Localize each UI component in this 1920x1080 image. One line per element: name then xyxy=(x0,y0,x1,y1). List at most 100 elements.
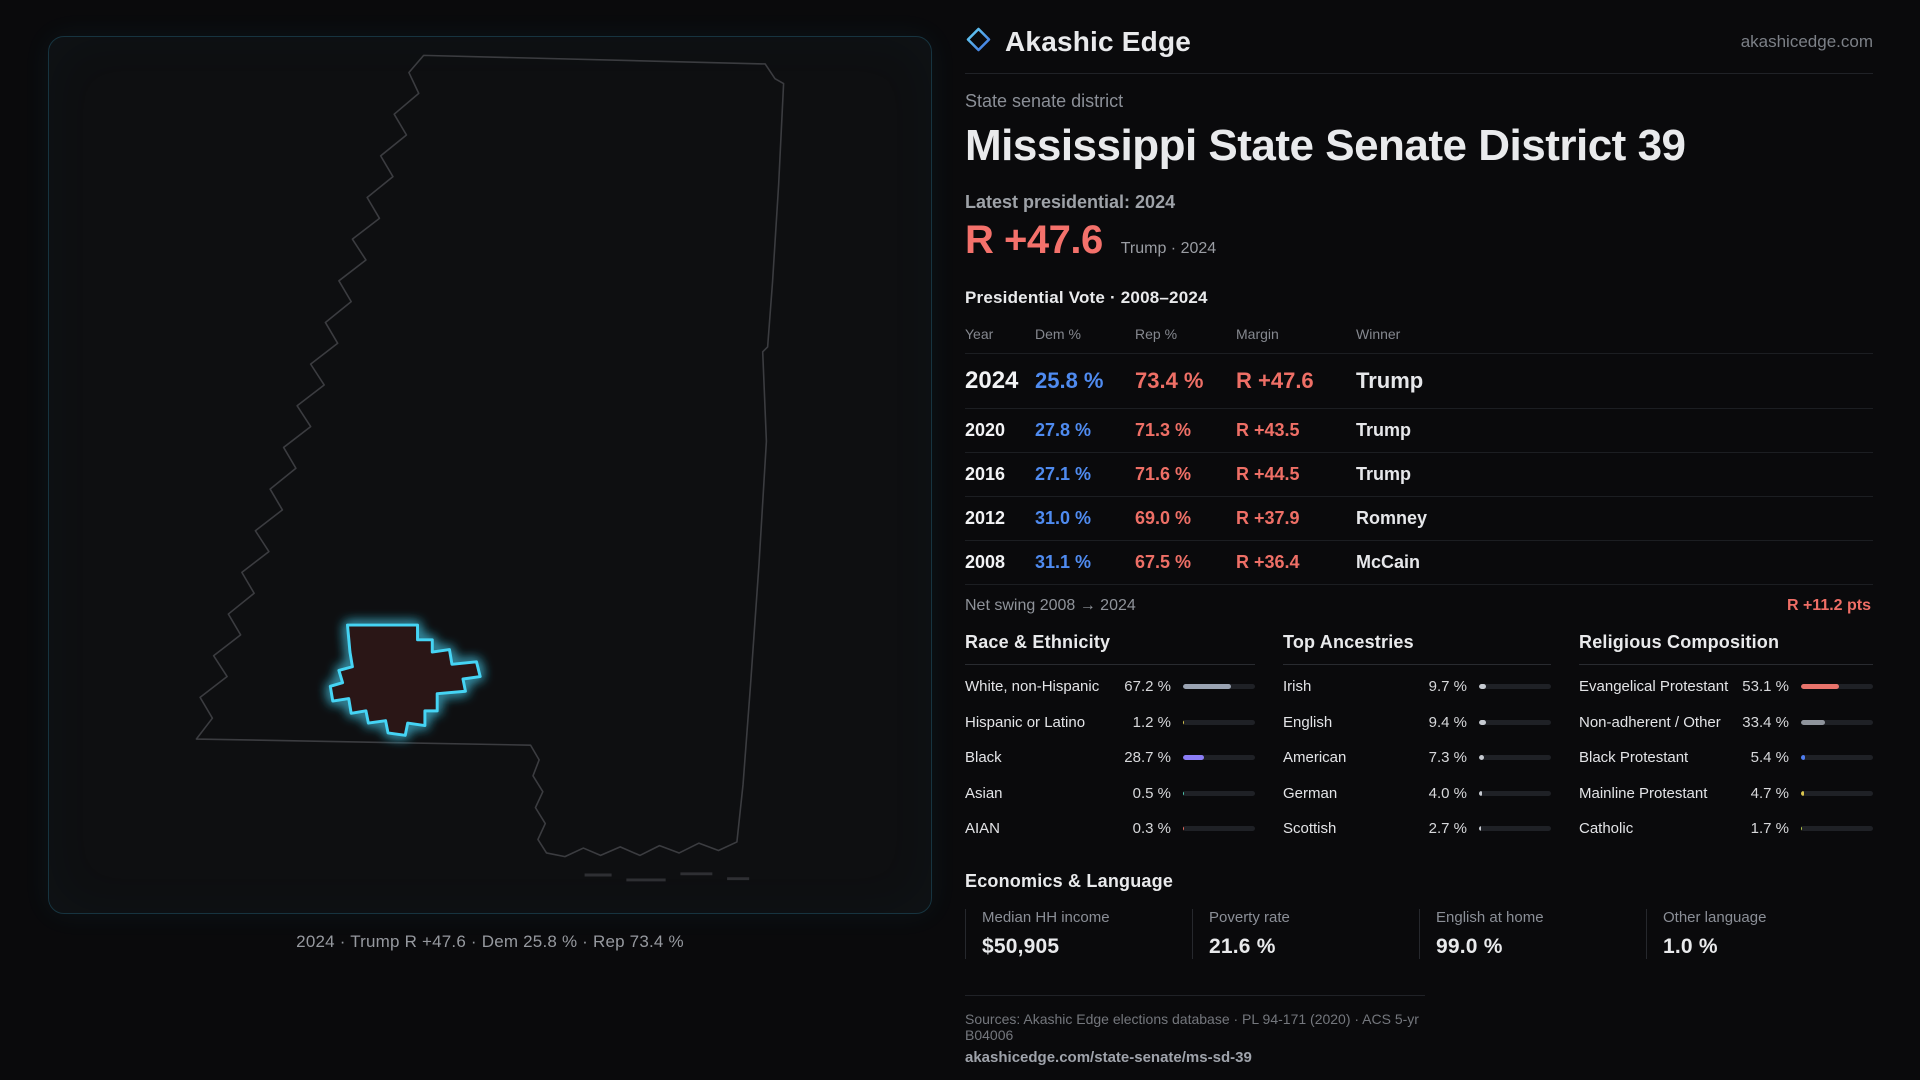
race-row: Asian 0.5 % xyxy=(965,776,1255,812)
net-swing-label: Net swing 2008 → 2024 xyxy=(965,597,1136,614)
stat-value: 21.6 % xyxy=(1209,934,1276,958)
mississippi-map xyxy=(195,54,785,882)
year-cell: 2008 xyxy=(965,552,1006,572)
race-value: 28.7 % xyxy=(1124,749,1171,767)
race-title: Race & Ethnicity xyxy=(965,632,1255,665)
col-winner: Winner xyxy=(1356,326,1401,342)
race-row: White, non-Hispanic 67.2 % xyxy=(965,669,1255,705)
permalink[interactable]: akashicedge.com/state-senate/ms-sd-39 xyxy=(965,1048,1252,1066)
religion-bar xyxy=(1801,684,1873,690)
margin-cell: R +47.6 xyxy=(1236,368,1314,393)
religion-value: 53.1 % xyxy=(1742,678,1789,696)
ancestry-row: German 4.0 % xyxy=(1283,776,1551,812)
col-year: Year xyxy=(965,326,994,342)
rep-cell: 67.5 % xyxy=(1135,552,1192,572)
race-bar xyxy=(1183,755,1255,761)
rep-cell: 73.4 % xyxy=(1135,368,1204,393)
vote-row-2024: 2024 25.8 % 73.4 % R +47.6 Trump xyxy=(965,354,1873,409)
religion-value: 4.7 % xyxy=(1750,784,1789,802)
brand-domain-link[interactable]: akashicedge.com xyxy=(1740,32,1873,51)
winner-cell: Trump xyxy=(1356,420,1412,440)
margin-cell: R +43.5 xyxy=(1236,420,1300,440)
religion-value: 33.4 % xyxy=(1742,713,1789,731)
race-label: White, non-Hispanic xyxy=(965,678,1100,695)
religion-bar xyxy=(1801,826,1873,832)
race-value: 0.3 % xyxy=(1132,820,1171,838)
ancestry-value: 7.3 % xyxy=(1428,749,1467,767)
year-cell: 2012 xyxy=(965,508,1006,528)
ancestry-value: 9.7 % xyxy=(1428,678,1467,696)
religion-row: Mainline Protestant 4.7 % xyxy=(1579,776,1873,812)
stat-label: Poverty rate xyxy=(1209,908,1290,926)
net-swing-value: R +11.2 pts xyxy=(1786,597,1871,614)
economics-stats: Median HH income $50,905 Poverty rate 21… xyxy=(965,908,1873,959)
col-dem: Dem % xyxy=(1035,326,1081,342)
race-bar xyxy=(1183,826,1255,832)
report-content: Akashic Edge akashicedge.com State senat… xyxy=(965,26,1873,1066)
stat-label: Median HH income xyxy=(982,908,1110,926)
race-value: 0.5 % xyxy=(1132,784,1171,802)
religion-bar xyxy=(1801,719,1873,725)
winner-cell: Romney xyxy=(1356,508,1428,528)
race-value: 1.2 % xyxy=(1132,713,1171,731)
winner-cell: Trump xyxy=(1356,464,1412,484)
vote-row-2016: 2016 27.1 % 71.6 % R +44.5 Trump xyxy=(965,453,1873,497)
stat-english-at-home: English at home 99.0 % xyxy=(1419,908,1646,959)
religion-title: Religious Composition xyxy=(1579,632,1873,665)
religion-value: 1.7 % xyxy=(1750,820,1789,838)
headline-margin-context: Trump · 2024 xyxy=(1120,240,1217,257)
map-section: 2024 · Trump R +47.6 · Dem 25.8 % · Rep … xyxy=(48,36,932,952)
year-cell: 2016 xyxy=(965,464,1006,484)
religion-row: Black Protestant 5.4 % xyxy=(1579,740,1873,776)
col-rep: Rep % xyxy=(1135,326,1178,342)
ancestry-row: English 9.4 % xyxy=(1283,705,1551,741)
race-row: AIAN 0.3 % xyxy=(965,811,1255,847)
stat-value: $50,905 xyxy=(982,934,1060,958)
ancestry-value: 9.4 % xyxy=(1428,713,1467,731)
vote-table: Year Dem % Rep % Margin Winner 2024 25.8… xyxy=(965,320,1873,628)
page-title: Mississippi State Senate District 39 xyxy=(965,121,1686,170)
latest-presidential-label: Latest presidential: 2024 xyxy=(965,192,1176,212)
race-row: Black 28.7 % xyxy=(965,740,1255,776)
vote-row-2008: 2008 31.1 % 67.5 % R +36.4 McCain xyxy=(965,541,1873,585)
brand-name: Akashic Edge xyxy=(1005,26,1192,57)
year-cell: 2024 xyxy=(965,367,1019,394)
year-cell: 2020 xyxy=(965,420,1006,440)
demographics-section: Race & Ethnicity White, non-Hispanic 67.… xyxy=(965,632,1873,847)
dem-cell: 25.8 % xyxy=(1035,368,1104,393)
rep-cell: 71.3 % xyxy=(1135,420,1192,440)
religion-row: Catholic 1.7 % xyxy=(1579,811,1873,847)
margin-cell: R +44.5 xyxy=(1236,464,1300,484)
religion-value: 5.4 % xyxy=(1750,749,1789,767)
religion-column: Religious Composition Evangelical Protes… xyxy=(1579,632,1873,847)
ancestries-column: Top Ancestries Irish 9.7 % English 9.4 %… xyxy=(1283,632,1551,847)
vote-row-2020: 2020 27.8 % 71.3 % R +43.5 Trump xyxy=(965,409,1873,453)
headline-margin-value: R +47.6 xyxy=(965,218,1103,262)
religion-row: Evangelical Protestant 53.1 % xyxy=(1579,669,1873,705)
district-shape[interactable] xyxy=(328,623,482,737)
dem-cell: 27.1 % xyxy=(1035,464,1092,484)
ancestries-title: Top Ancestries xyxy=(1283,632,1551,665)
race-ethnicity-column: Race & Ethnicity White, non-Hispanic 67.… xyxy=(965,632,1255,847)
religion-label: Non-adherent / Other xyxy=(1579,713,1721,731)
diamond-logo-icon xyxy=(965,26,992,58)
ancestry-value: 2.7 % xyxy=(1428,820,1467,838)
race-label: Hispanic or Latino xyxy=(965,713,1086,731)
brand-header: Akashic Edge akashicedge.com xyxy=(965,26,1873,74)
religion-label: Catholic xyxy=(1579,820,1634,837)
race-bar xyxy=(1183,719,1255,725)
race-value: 67.2 % xyxy=(1124,678,1171,696)
ancestry-bar xyxy=(1479,826,1551,832)
vote-table-header: Year Dem % Rep % Margin Winner xyxy=(965,320,1873,354)
stat-label: Other language xyxy=(1663,908,1767,926)
ancestry-bar xyxy=(1479,719,1551,725)
winner-cell: McCain xyxy=(1356,552,1421,572)
religion-label: Mainline Protestant xyxy=(1579,784,1708,802)
religion-label: Evangelical Protestant xyxy=(1579,678,1729,695)
headline-margin-row: R +47.6 Trump · 2024 xyxy=(965,218,1873,263)
dem-cell: 31.0 % xyxy=(1035,508,1092,528)
stat-poverty-rate: Poverty rate 21.6 % xyxy=(1192,908,1419,959)
religion-bar xyxy=(1801,790,1873,796)
vote-table-title: Presidential Vote · 2008–2024 xyxy=(965,288,1208,307)
